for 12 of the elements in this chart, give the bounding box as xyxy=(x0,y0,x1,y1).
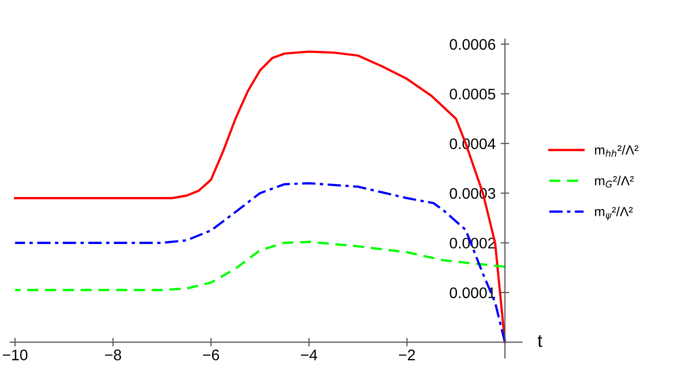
x-tick-label: −8 xyxy=(105,350,122,360)
y-tick-label: 0.0006 xyxy=(450,39,496,50)
y-tick-label: 0.0005 xyxy=(450,88,496,100)
x-tick-label: −4 xyxy=(301,350,318,360)
legend-label: m$_{ψ}$²/Λ² xyxy=(595,206,633,220)
x-tick-label: −6 xyxy=(203,350,220,360)
x-tick-label: −2 xyxy=(398,350,415,360)
x-axis-title: t xyxy=(538,335,542,347)
legend-label: m$_{hh}$²/Λ² xyxy=(595,144,638,157)
legend-label: m$_{G}$²/Λ² xyxy=(595,176,634,188)
x-tick-label: −10 xyxy=(2,350,28,360)
y-tick-label: 0.0001 xyxy=(450,287,496,298)
